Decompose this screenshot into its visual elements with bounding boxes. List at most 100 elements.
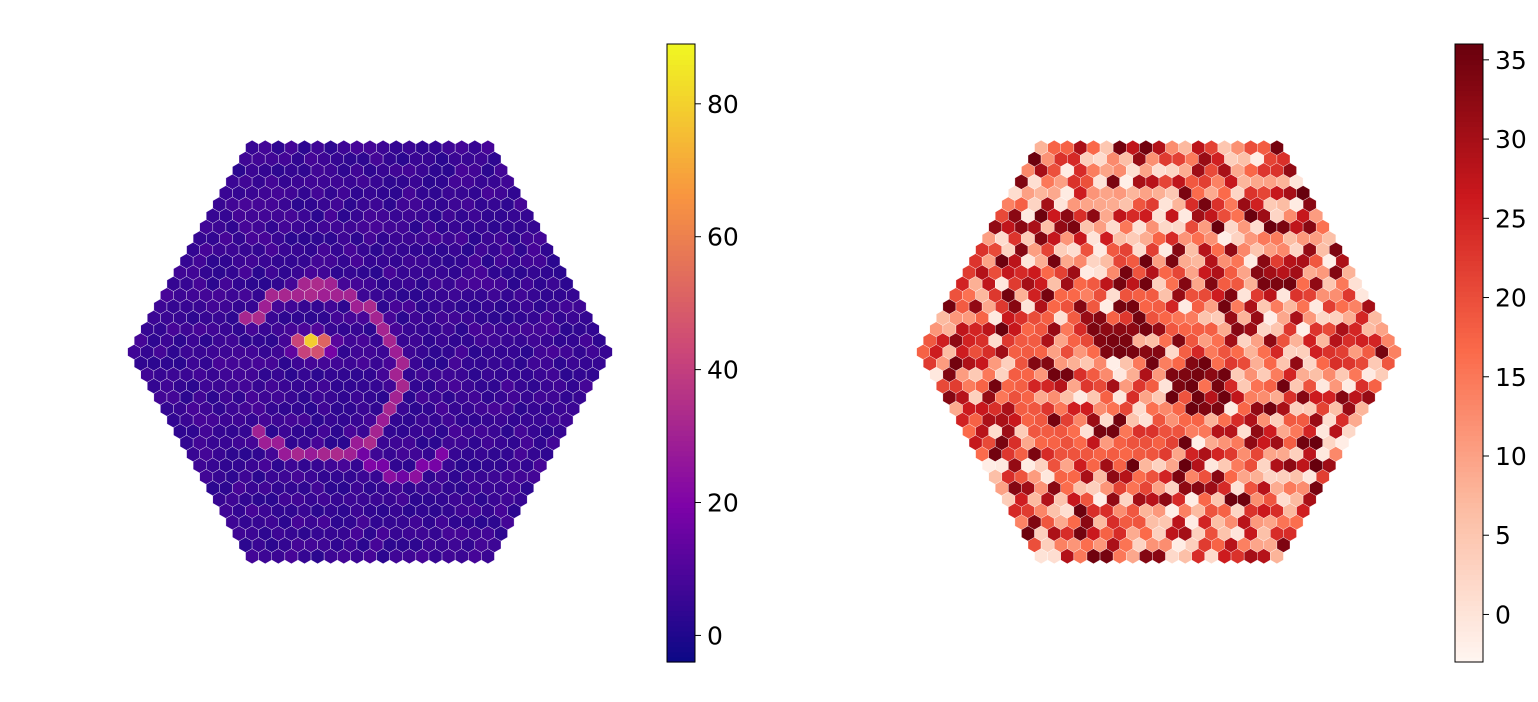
colorbar-segment [667, 85, 695, 91]
colorbar-segment [1455, 183, 1483, 189]
colorbar-segment [1455, 476, 1483, 483]
colorbar-segment [667, 234, 695, 241]
colorbar-segment [1455, 74, 1483, 81]
colorbar-segment [667, 605, 695, 612]
colorbar-segment [667, 600, 695, 606]
colorbar-segment [1455, 126, 1483, 133]
colorbar-segment [667, 183, 695, 189]
colorbar-segment [1455, 517, 1483, 524]
colorbar-segment [1455, 116, 1483, 122]
colorbar-segment [667, 116, 695, 122]
colorbar-segment [1455, 110, 1483, 117]
colorbar-segment [1455, 147, 1483, 153]
colorbar-segment [667, 512, 695, 519]
colorbar-segment [1455, 275, 1483, 282]
colorbar-segment [1455, 152, 1483, 158]
colorbar-segment [667, 399, 695, 406]
colorbar-segment [1455, 229, 1483, 236]
colorbar-segment [667, 425, 695, 431]
colorbar-segment [1455, 95, 1483, 102]
colorbar-segment [1455, 157, 1483, 164]
colorbar-segment [1455, 172, 1483, 179]
colorbar-segment [667, 528, 695, 534]
colorbar-segment [667, 213, 695, 220]
colorbar-segment [667, 224, 695, 230]
colorbar-segment [667, 615, 695, 622]
colorbar-segment [1455, 461, 1483, 467]
colorbar-segment [1455, 234, 1483, 241]
colorbar-segment [667, 131, 695, 138]
colorbar-segment [667, 322, 695, 328]
colorbar-segment [1455, 425, 1483, 431]
colorbar-segment [667, 461, 695, 467]
colorbar-segment [1455, 270, 1483, 277]
colorbar-tick-label: 20 [1495, 284, 1527, 313]
colorbar-tick-label: 5 [1495, 521, 1511, 550]
colorbar-segment [667, 203, 695, 210]
colorbar-segment [1455, 559, 1483, 565]
colorbar-segment [667, 347, 695, 354]
right-colorbar: 0 5 10 15 20 25 30 35 [1454, 43, 1527, 663]
colorbar-segment [667, 481, 695, 488]
colorbar-segment [1455, 564, 1483, 570]
colorbar-segment [667, 383, 695, 390]
colorbar-segment [667, 193, 695, 200]
colorbar-segment [667, 105, 695, 112]
colorbar-segment [1455, 136, 1483, 143]
colorbar-segment [1455, 353, 1483, 359]
colorbar-tick-label: 30 [1495, 125, 1527, 154]
right-hex-camera [916, 140, 1402, 564]
colorbar-segment [667, 363, 695, 370]
colorbar-segment [667, 471, 695, 478]
colorbar-segment [667, 538, 695, 545]
colorbar-segment [1455, 213, 1483, 220]
colorbar-segment [1455, 239, 1483, 246]
colorbar-tick-label: 40 [707, 356, 739, 385]
colorbar-segment [1455, 141, 1483, 148]
colorbar-segment [1455, 394, 1483, 400]
colorbar-segment [667, 564, 695, 570]
colorbar-segment [1455, 528, 1483, 534]
colorbar-segment [667, 507, 695, 514]
colorbar-tick-label: 25 [1495, 204, 1527, 233]
colorbar-segment [1455, 260, 1483, 267]
colorbar-segment [1455, 481, 1483, 488]
colorbar-segment [1455, 595, 1483, 601]
colorbar-segment [1455, 440, 1483, 447]
colorbar-segment [1455, 450, 1483, 457]
colorbar-segment [667, 595, 695, 601]
colorbar-segment [1455, 389, 1483, 395]
colorbar-segment [1455, 497, 1483, 503]
colorbar-segment [667, 353, 695, 359]
colorbar-segment [1455, 347, 1483, 354]
right-camera-chart: 0 5 10 15 20 25 30 35 [916, 43, 1527, 663]
colorbar-segment [1455, 167, 1483, 174]
colorbar-segment [1455, 620, 1483, 627]
colorbar-segment [667, 486, 695, 493]
colorbar-segment [667, 337, 695, 344]
colorbar-segment [1455, 193, 1483, 200]
colorbar-segment [667, 280, 695, 287]
colorbar-segment [667, 456, 695, 462]
colorbar-segment [1455, 600, 1483, 606]
colorbar-segment [1455, 553, 1483, 560]
colorbar-segment [667, 54, 695, 61]
colorbar-segment [667, 548, 695, 555]
colorbar-segment [667, 69, 695, 76]
colorbar-segment [667, 569, 695, 576]
camera-pixel [599, 344, 613, 360]
colorbar-segment [1455, 409, 1483, 416]
colorbar-segment [667, 141, 695, 148]
colorbar-segment [667, 543, 695, 550]
colorbar-segment [1455, 286, 1483, 292]
colorbar-segment [667, 342, 695, 349]
right-camera-panel: 0 5 10 15 20 25 30 35 [769, 0, 1538, 702]
colorbar-tick-label: 20 [707, 489, 739, 518]
colorbar-segment [1455, 188, 1483, 194]
colorbar-segment [1455, 203, 1483, 210]
colorbar-tick-label: 15 [1495, 363, 1527, 392]
colorbar-segment [1455, 486, 1483, 493]
colorbar-segment [667, 553, 695, 560]
colorbar-segment [1455, 85, 1483, 91]
colorbar-segment [667, 579, 695, 586]
